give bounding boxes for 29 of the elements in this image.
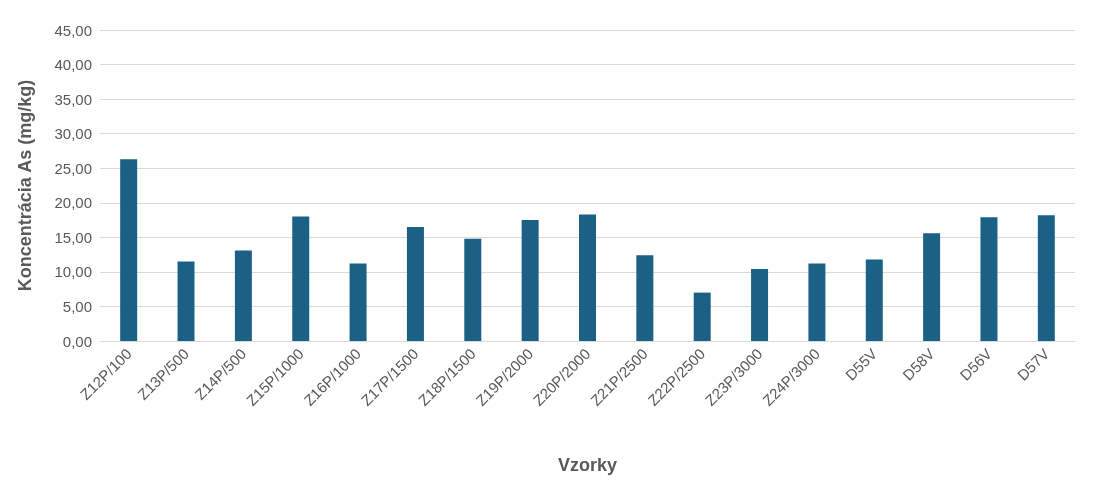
bar [636,255,654,341]
y-axis-title: Koncentrácia As (mg/kg) [15,79,35,292]
y-tick-label: 10,00 [54,263,92,281]
y-tick-label: 15,00 [54,228,92,246]
bar [865,259,883,341]
bar [292,216,310,341]
bar [177,261,195,341]
bar [1037,215,1055,341]
y-tick-label: 45,00 [54,21,92,39]
bar [980,217,998,341]
bar [808,263,826,341]
bar [120,159,138,341]
bar [693,292,711,341]
y-tick-label: 0,00 [62,332,92,350]
bar [923,233,941,341]
x-axis-title: Vzorky [557,455,618,475]
bar [464,238,482,341]
bar [406,226,424,341]
y-tick-label: 25,00 [54,159,92,177]
bar [579,214,596,341]
y-tick-label: 40,00 [54,56,92,74]
bar [234,250,252,341]
y-tick-label: 20,00 [54,194,92,212]
bar [521,220,539,341]
bar [349,263,367,341]
y-tick-label: 30,00 [54,125,92,143]
y-tick-label: 5,00 [62,297,92,315]
bar [751,269,769,341]
y-tick-label: 35,00 [54,90,92,108]
